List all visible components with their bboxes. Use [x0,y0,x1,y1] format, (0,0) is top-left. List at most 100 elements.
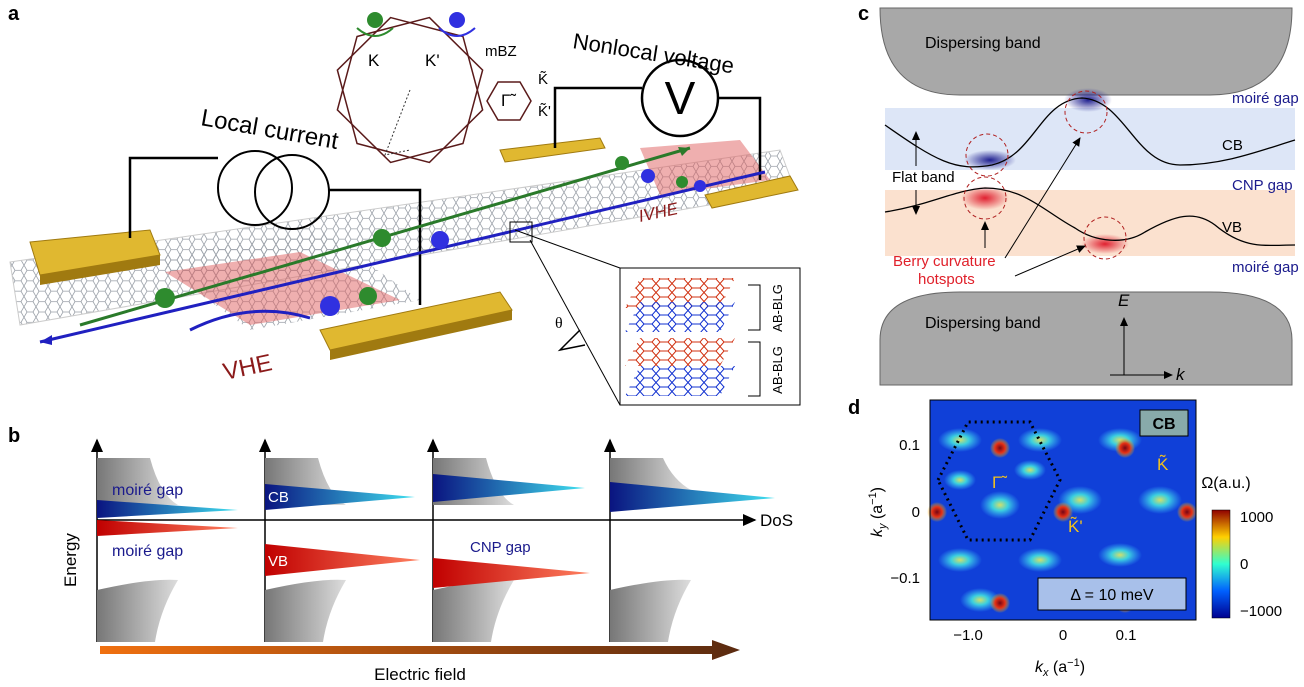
heatmap-features-part [1138,486,1182,514]
y-tick-label: 0.1 [899,437,920,454]
wire [130,158,218,238]
blue-valley [449,12,465,28]
theta-label: θ [555,315,563,332]
heatmap-features-part [1014,460,1046,480]
axis-part: ) [1080,659,1085,676]
panel-label: b [8,425,20,447]
cb-label: CB [1222,137,1243,154]
moire-gap-label: moiré gap [112,482,183,499]
axis-part: (a [1048,659,1067,676]
colorbar-tick-label: −1000 [1240,603,1282,620]
x-tick-label: −1.0 [953,627,983,644]
heatmap-features-part [990,438,1010,458]
moire-gap-label: moiré gap [112,543,183,560]
dos-frame-part [97,580,178,642]
dos-frame-part [265,580,346,642]
axis-part: −1 [1067,657,1080,669]
layer-label: AB-BLG [770,284,785,332]
blue-electron [694,180,706,192]
k-label: K [368,51,380,70]
moire-gap-label: moiré gap [1232,90,1299,107]
x-tick-label: 0 [1059,627,1067,644]
heatmap-features-part [1098,543,1142,567]
dos-frame [610,440,775,642]
field-arrow [100,640,740,660]
x-axis-label: kx (a−1) [1035,657,1085,679]
band-label: CB [1152,416,1175,433]
blue-electron [320,296,340,316]
berry-curvature-map: CB K̃ Γ̃ K̃' Δ = 10 meV 0.1 0 −0.1 −1.0 … [867,400,1282,679]
heatmap-features-part [944,470,976,490]
local-current-label: Local current [199,104,341,155]
heatmap-features-part [980,491,1020,519]
dos-frame-part [97,520,238,536]
bz-path [385,90,410,155]
layer-label: AB-BLG [770,346,785,394]
k-tilde-label: K̃ [1157,454,1169,474]
dos-frame-part [610,580,691,642]
green-electron [676,176,688,188]
heatmap-features-part [1018,548,1062,572]
colorbar-title: Ω(a.u.) [1201,475,1250,492]
vhe-label: VHE [221,349,275,386]
k-tilde-prime-label: K̃' [1068,516,1083,536]
flat-band-label: Flat band [892,169,955,186]
bz-hexagon [328,1,492,180]
delta-label: Δ = 10 meV [1070,587,1154,604]
dos-frame [265,440,420,642]
green-electron [155,288,175,308]
axis-part: ) [869,487,886,492]
panel-label: a [8,3,20,25]
hotspots-label: Berry curvature [893,253,996,270]
band-diagram: Dispersing band moiré gap CNP gap moiré … [880,8,1299,385]
e-axis-label: E [1118,291,1130,310]
blue-electron [641,169,655,183]
k-tilde-prime-label: K̃' [538,103,551,120]
y-tick-label: 0 [912,504,920,521]
red-layer [625,338,735,366]
green-valley [367,12,383,28]
panel-label: c [858,3,869,25]
blue-layer [625,302,735,332]
colorbar-tick-label: 0 [1240,556,1248,573]
dos-frame-part [610,482,775,512]
green-electron [359,287,377,305]
voltmeter-label: V [665,72,696,124]
dos-frame-part [433,474,585,502]
field-label: Electric field [374,665,466,684]
inset: AB-BLG AB-BLG θ [510,222,800,405]
colorbar-tick-label: 1000 [1240,509,1273,526]
heatmap-features-part [990,593,1010,613]
dispersing-band [880,292,1292,385]
cnp-gap-label: CNP gap [1232,177,1293,194]
hotspots-label: hotspots [918,271,975,288]
dispersing-band-label: Dispersing band [925,35,1041,52]
k-prime-label: K' [425,51,440,70]
heatmap-features-part [1177,502,1197,522]
dos-axis-label: DoS [760,511,793,530]
mbz-label: mBZ [485,43,517,60]
heatmap-features-part [938,428,982,452]
moire-gap-label: moiré gap [1232,259,1299,276]
vb-label: VB [268,553,288,570]
heatmap-features-part [1115,438,1135,458]
bz-hexagon [328,1,492,180]
axis-part: −1 [867,492,879,505]
vb-label: VB [1222,219,1242,236]
colorbar [1212,510,1230,618]
cnp-gap-label: CNP gap [470,539,531,556]
dos-frame [97,440,238,642]
green-electron [373,229,391,247]
cb-label: CB [268,489,289,506]
gamma-label: Γ̃ [501,91,516,110]
green-electron [615,156,629,170]
blue-path [40,335,52,345]
dispersing-band-label: Dispersing band [925,315,1041,332]
dos-frame-part [433,580,514,642]
y-axis-label: ky (a−1) [867,487,889,537]
k-tilde-label: K̃ [538,71,548,88]
zoom-line [530,240,620,405]
blue-electron [431,231,449,249]
x-tick-label: 0.1 [1116,627,1137,644]
dos-panels: Energy DoS moiré gap moiré gap CB VB CNP… [61,440,793,684]
